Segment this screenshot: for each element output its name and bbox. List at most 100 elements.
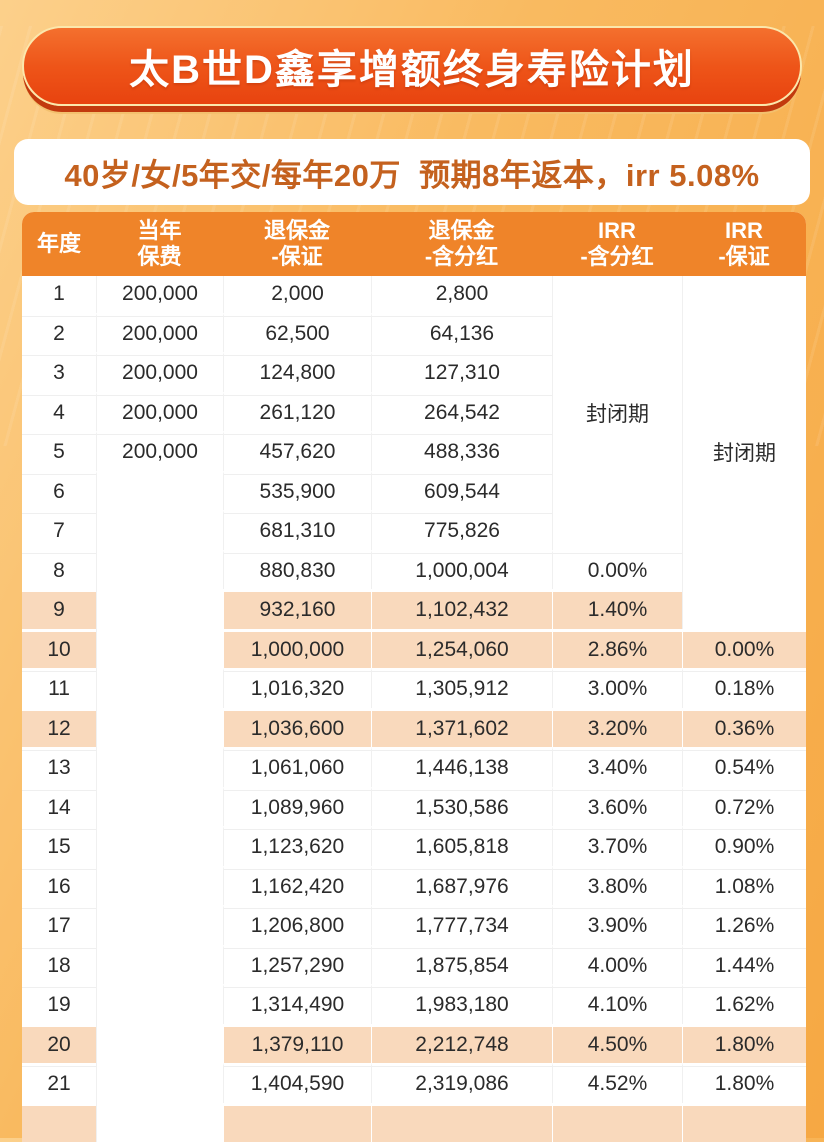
irr_guaranteed-cell: 1.80% xyxy=(682,1063,806,1103)
irr_dividend-cell: 3.20% xyxy=(552,708,682,748)
page-title: 太B世D鑫享增额终身寿险计划 xyxy=(129,37,695,95)
premium-cell: 200,000 xyxy=(96,352,223,392)
column-header-irr_dividend: IRR-含分红 xyxy=(552,212,682,276)
cash_guaranteed-cell: 1,000,000 xyxy=(223,629,371,669)
cash_dividend-cell: 1,687,976 xyxy=(371,866,552,906)
year-cell: 21 xyxy=(22,1063,96,1103)
column-header-year: 年度 xyxy=(22,212,96,276)
year-cell: 14 xyxy=(22,787,96,827)
irr_guaranteed-cell: 0.90% xyxy=(682,826,806,866)
irr_dividend-cell: 4.52% xyxy=(552,1063,682,1103)
year-cell: 3 xyxy=(22,352,96,392)
cash_dividend-cell: 1,000,004 xyxy=(371,550,552,590)
cash_guaranteed-cell xyxy=(223,1103,371,1142)
year-cell: 18 xyxy=(22,945,96,985)
irr_dividend-cell: 2.86% xyxy=(552,629,682,669)
irr_guaranteed-cell: 0.72% xyxy=(682,787,806,827)
year-cell: 11 xyxy=(22,668,96,708)
cash_dividend-cell: 488,336 xyxy=(371,431,552,471)
year-cell: 19 xyxy=(22,984,96,1024)
cash_guaranteed-cell: 880,830 xyxy=(223,550,371,590)
column-header-irr_guaranteed: IRR-保证 xyxy=(682,212,806,276)
irr_guaranteed-cell: 0.36% xyxy=(682,708,806,748)
premium-cell: 200,000 xyxy=(96,392,223,432)
cash_dividend-cell: 1,530,586 xyxy=(371,787,552,827)
premium-cell: 200,000 xyxy=(96,313,223,353)
irr_guaranteed-merged-cell: 封闭期 xyxy=(682,276,806,629)
cash_guaranteed-cell: 457,620 xyxy=(223,431,371,471)
cash_guaranteed-cell: 62,500 xyxy=(223,313,371,353)
cash_guaranteed-cell: 681,310 xyxy=(223,510,371,550)
plan-summary-bar: 40岁/女/5年交/每年20万 预期8年返本，irr 5.08% xyxy=(14,139,810,205)
premium-cell: 200,000 xyxy=(96,276,223,313)
cash_dividend-cell: 264,542 xyxy=(371,392,552,432)
cash_dividend-cell: 1,875,854 xyxy=(371,945,552,985)
irr_guaranteed-cell: 0.54% xyxy=(682,747,806,787)
cash_dividend-cell: 2,319,086 xyxy=(371,1063,552,1103)
column-header-line1: 退保金 xyxy=(371,218,552,244)
cash_guaranteed-cell: 1,404,590 xyxy=(223,1063,371,1103)
cash_guaranteed-cell: 1,379,110 xyxy=(223,1024,371,1064)
irr_dividend-cell: 3.40% xyxy=(552,747,682,787)
irr_dividend-cell: 4.10% xyxy=(552,984,682,1024)
cash_guaranteed-cell: 1,036,600 xyxy=(223,708,371,748)
irr_guaranteed-cell xyxy=(682,1103,806,1142)
cash_guaranteed-cell: 535,900 xyxy=(223,471,371,511)
irr_guaranteed-cell: 0.00% xyxy=(682,629,806,669)
irr_dividend-cell: 3.60% xyxy=(552,787,682,827)
column-header-line1: 当年 xyxy=(96,218,223,244)
premium-merged-cell xyxy=(96,471,223,1142)
year-cell: 4 xyxy=(22,392,96,432)
cash_guaranteed-cell: 1,061,060 xyxy=(223,747,371,787)
irr_dividend-cell: 3.00% xyxy=(552,668,682,708)
cash_guaranteed-cell: 124,800 xyxy=(223,352,371,392)
cash_guaranteed-cell: 1,089,960 xyxy=(223,787,371,827)
column-header-line2: -含分红 xyxy=(371,244,552,270)
cash_dividend-cell: 1,983,180 xyxy=(371,984,552,1024)
cash_guaranteed-cell: 1,016,320 xyxy=(223,668,371,708)
cash_dividend-cell: 1,254,060 xyxy=(371,629,552,669)
column-header-line2: -保证 xyxy=(223,244,371,270)
column-header-line1: 年度 xyxy=(22,231,96,257)
cash_guaranteed-cell: 261,120 xyxy=(223,392,371,432)
cash_dividend-cell: 1,305,912 xyxy=(371,668,552,708)
cash_dividend-cell: 1,446,138 xyxy=(371,747,552,787)
column-header-cash_dividend: 退保金-含分红 xyxy=(371,212,552,276)
cash_dividend-cell: 2,800 xyxy=(371,276,552,313)
irr_guaranteed-cell: 1.62% xyxy=(682,984,806,1024)
column-header-cash_guaranteed: 退保金-保证 xyxy=(223,212,371,276)
title-banner: 太B世D鑫享增额终身寿险计划 xyxy=(22,26,802,106)
cash_dividend-cell xyxy=(371,1103,552,1142)
cash_dividend-cell: 1,605,818 xyxy=(371,826,552,866)
year-cell: 6 xyxy=(22,471,96,511)
irr_dividend-cell: 4.00% xyxy=(552,945,682,985)
cash_guaranteed-cell: 932,160 xyxy=(223,589,371,629)
year-cell: 10 xyxy=(22,629,96,669)
year-cell: 7 xyxy=(22,510,96,550)
irr_guaranteed-cell: 1.26% xyxy=(682,905,806,945)
cash_guaranteed-cell: 2,000 xyxy=(223,276,371,313)
irr_guaranteed-cell: 1.44% xyxy=(682,945,806,985)
cash_dividend-cell: 1,102,432 xyxy=(371,589,552,629)
irr_dividend-merged-cell: 封闭期 xyxy=(552,276,682,550)
cash_dividend-cell: 2,212,748 xyxy=(371,1024,552,1064)
cash_dividend-cell: 127,310 xyxy=(371,352,552,392)
cash_guaranteed-cell: 1,206,800 xyxy=(223,905,371,945)
year-cell: 1 xyxy=(22,276,96,313)
insurance-plan-poster: 太B世D鑫享增额终身寿险计划 40岁/女/5年交/每年20万 预期8年返本，ir… xyxy=(0,26,824,1138)
cash_dividend-cell: 64,136 xyxy=(371,313,552,353)
column-header-line1: IRR xyxy=(682,218,806,244)
irr_dividend-cell xyxy=(552,1103,682,1142)
year-cell: 15 xyxy=(22,826,96,866)
cash_guaranteed-cell: 1,257,290 xyxy=(223,945,371,985)
cash_dividend-cell: 775,826 xyxy=(371,510,552,550)
column-header-line1: IRR xyxy=(552,218,682,244)
irr_dividend-cell: 4.50% xyxy=(552,1024,682,1064)
irr_dividend-cell: 3.70% xyxy=(552,826,682,866)
plan-summary-text: 40岁/女/5年交/每年20万 预期8年返本，irr 5.08% xyxy=(64,150,759,195)
year-cell: 17 xyxy=(22,905,96,945)
